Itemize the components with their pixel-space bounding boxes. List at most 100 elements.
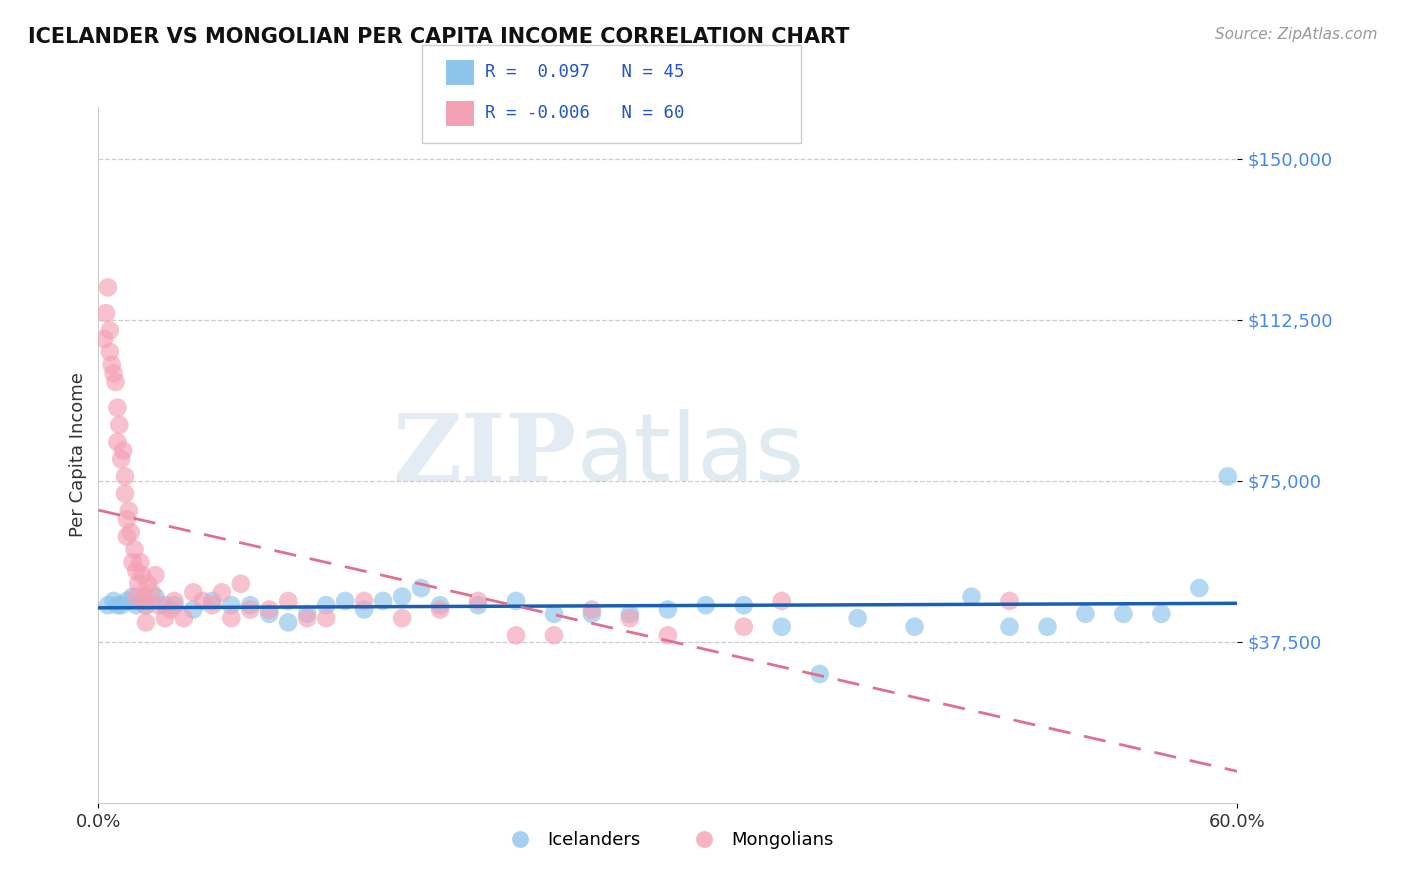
- Point: [733, 599, 755, 613]
- Text: ZIP: ZIP: [392, 410, 576, 500]
- Legend: Icelanders, Mongolians: Icelanders, Mongolians: [495, 824, 841, 856]
- Point: [846, 611, 869, 625]
- Point: [108, 417, 131, 432]
- Point: [391, 590, 413, 604]
- Text: Source: ZipAtlas.com: Source: ZipAtlas.com: [1215, 27, 1378, 42]
- Point: [173, 611, 195, 625]
- Point: [107, 401, 129, 415]
- Text: R =  0.097   N = 45: R = 0.097 N = 45: [485, 63, 685, 81]
- Point: [148, 599, 170, 613]
- Point: [107, 599, 129, 613]
- Point: [733, 620, 755, 634]
- Point: [115, 512, 138, 526]
- Point: [115, 529, 138, 543]
- Point: [145, 568, 167, 582]
- Point: [112, 443, 135, 458]
- Point: [581, 602, 603, 616]
- Point: [100, 358, 122, 372]
- Point: [110, 452, 132, 467]
- Point: [163, 599, 186, 613]
- Point: [770, 594, 793, 608]
- Point: [239, 599, 262, 613]
- Point: [107, 435, 129, 450]
- Point: [110, 599, 132, 613]
- Point: [183, 585, 205, 599]
- Point: [229, 576, 252, 591]
- Point: [808, 667, 831, 681]
- Point: [1112, 607, 1135, 621]
- Point: [904, 620, 927, 634]
- Point: [125, 599, 148, 613]
- Point: [371, 594, 394, 608]
- Point: [467, 599, 489, 613]
- Point: [104, 375, 127, 389]
- Point: [163, 594, 186, 608]
- Text: ICELANDER VS MONGOLIAN PER CAPITA INCOME CORRELATION CHART: ICELANDER VS MONGOLIAN PER CAPITA INCOME…: [28, 27, 849, 46]
- Point: [429, 602, 451, 616]
- Point: [191, 594, 214, 608]
- Point: [118, 504, 141, 518]
- Point: [1150, 607, 1173, 621]
- Point: [135, 599, 157, 613]
- Point: [115, 594, 138, 608]
- Point: [505, 594, 527, 608]
- Point: [998, 594, 1021, 608]
- Point: [581, 607, 603, 621]
- Point: [619, 607, 641, 621]
- Point: [129, 555, 152, 569]
- Point: [353, 594, 375, 608]
- Point: [239, 602, 262, 616]
- Point: [98, 323, 121, 337]
- Point: [114, 469, 136, 483]
- Point: [297, 607, 319, 621]
- Point: [1074, 607, 1097, 621]
- Point: [543, 607, 565, 621]
- Y-axis label: Per Capita Income: Per Capita Income: [69, 373, 87, 537]
- Point: [121, 555, 143, 569]
- Point: [335, 594, 357, 608]
- Point: [221, 611, 243, 625]
- Point: [201, 599, 224, 613]
- Point: [136, 576, 159, 591]
- Point: [467, 594, 489, 608]
- Point: [103, 594, 125, 608]
- Point: [998, 620, 1021, 634]
- Point: [121, 590, 143, 604]
- Point: [145, 590, 167, 604]
- Point: [353, 602, 375, 616]
- Point: [153, 611, 176, 625]
- Point: [411, 581, 433, 595]
- Point: [315, 611, 337, 625]
- Point: [960, 590, 983, 604]
- Point: [1036, 620, 1059, 634]
- Point: [1216, 469, 1239, 483]
- Point: [127, 576, 149, 591]
- Point: [259, 607, 281, 621]
- Point: [159, 602, 181, 616]
- Point: [132, 590, 155, 604]
- Point: [135, 615, 157, 630]
- Point: [183, 602, 205, 616]
- Point: [429, 599, 451, 613]
- Point: [153, 599, 176, 613]
- Point: [277, 594, 299, 608]
- Point: [97, 280, 120, 294]
- Point: [94, 306, 117, 320]
- Point: [505, 628, 527, 642]
- Text: R = -0.006   N = 60: R = -0.006 N = 60: [485, 104, 685, 122]
- Point: [124, 542, 146, 557]
- Text: atlas: atlas: [576, 409, 806, 501]
- Point: [97, 599, 120, 613]
- Point: [543, 628, 565, 642]
- Point: [391, 611, 413, 625]
- Point: [297, 611, 319, 625]
- Point: [135, 599, 157, 613]
- Point: [98, 344, 121, 359]
- Point: [141, 585, 163, 599]
- Point: [657, 628, 679, 642]
- Point: [201, 594, 224, 608]
- Point: [259, 602, 281, 616]
- Point: [131, 568, 153, 582]
- Point: [695, 599, 717, 613]
- Point: [315, 599, 337, 613]
